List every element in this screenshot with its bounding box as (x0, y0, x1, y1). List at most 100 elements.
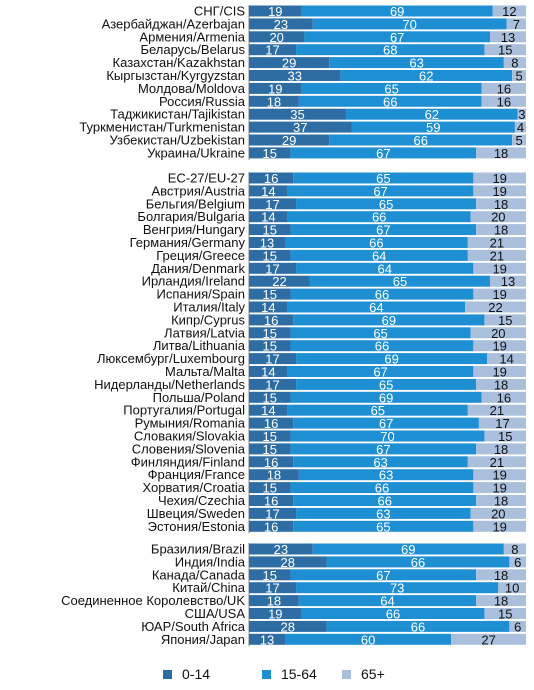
bar-canada-0-14 (249, 569, 291, 581)
bar-finland-0-14 (249, 456, 294, 468)
bar-belgium-65plus (476, 198, 526, 210)
bar-luxembourg-15-64 (296, 353, 488, 365)
row-label-armenia: Армения/Armenia (139, 29, 245, 44)
bar-usa-65plus-label: 15 (498, 607, 512, 622)
bar-uzbekistan-65plus (512, 134, 526, 146)
bar-malta-65plus-label: 19 (492, 365, 506, 380)
bar-india-65plus (509, 556, 526, 568)
bar-usa-15-64 (301, 608, 485, 619)
bar-ukraine-15-64 (290, 147, 477, 159)
bar-canada-15-64-label: 67 (376, 568, 390, 583)
bar-uzbekistan-0-14-label: 29 (282, 133, 296, 148)
bar-kazakhstan-65plus-label: 8 (511, 56, 518, 71)
row-label-kyrgyzstan: Кыргызстан/Kyrgyzstan (106, 68, 245, 83)
bar-row-slovakia: Словакия/Slovakia 15 70 15 (134, 429, 526, 444)
bar-romania-65plus-label: 17 (495, 416, 509, 431)
bar-sweden-65plus (470, 507, 526, 519)
bar-russia-15-64 (298, 95, 482, 107)
bar-uk-0-14 (249, 595, 299, 607)
bar-germany-15-64 (285, 237, 468, 248)
bar-china-15-64-label: 73 (390, 581, 404, 596)
bar-belgium-0-14-label: 17 (265, 197, 279, 212)
legend-swatch (163, 669, 172, 679)
bar-moldova-0-14-label: 19 (268, 81, 282, 96)
bar-france-15-64-label: 63 (379, 468, 393, 483)
bar-slovakia-15-64 (290, 430, 485, 442)
bar-row-austria: Австрия/Austria 14 67 19 (152, 183, 526, 199)
bar-kyrgyzstan-65plus-label: 5 (515, 69, 522, 84)
bar-brazil-15-64 (312, 543, 504, 555)
bar-spain-0-14 (249, 288, 291, 300)
bar-china-0-14-label: 17 (265, 581, 279, 596)
bar-malta-65plus (473, 366, 526, 377)
bar-cis-15-64-label: 69 (390, 4, 404, 19)
bar-romania-0-14-label: 16 (264, 416, 278, 431)
bar-bulgaria-15-64 (287, 211, 471, 223)
bar-croatia-15-64 (290, 482, 474, 494)
bar-slovenia-0-14-label: 15 (263, 442, 277, 457)
row-label-cyprus: Кипр/Cyprus (171, 312, 245, 327)
bar-row-ireland: Ирландия/Ireland 22 65 13 (142, 274, 526, 289)
row-label-india: Индия/India (175, 554, 246, 569)
bar-greece-65plus (467, 249, 526, 261)
row-label-brazil: Бразилия/Brazil (151, 542, 245, 557)
bar-czechia-15-64 (293, 495, 477, 506)
bar-malta-15-64-label: 67 (373, 365, 387, 380)
bar-row-portugal: Португалия/Portugal 14 65 21 (123, 403, 526, 418)
bar-slovenia-15-64 (290, 443, 477, 455)
bar-uk-0-14-label: 18 (267, 594, 281, 609)
bar-japan-0-14 (249, 633, 286, 645)
bar-greece-65plus-label: 21 (490, 248, 504, 263)
bar-china-15-64 (296, 582, 499, 594)
bar-row-belarus: Беларусь/Belarus 17 68 15 (140, 42, 526, 58)
bar-row-usa: США/USA 19 66 15 (185, 606, 526, 622)
bar-lithuania-0-14 (249, 340, 291, 352)
bar-kazakhstan-65plus (503, 57, 526, 69)
row-label-uzbekistan: Узбекистан/Uzbekistan (110, 133, 245, 148)
bar-denmark-0-14 (249, 262, 297, 274)
bar-slovenia-65plus-label: 18 (494, 442, 508, 457)
bar-netherlands-0-14-label: 17 (265, 377, 279, 392)
row-label-canada: Канада/Canada (152, 567, 246, 582)
bar-spain-15-64 (290, 288, 474, 300)
bar-eu-27-0-14 (249, 172, 294, 184)
bar-belarus-15-64-label: 68 (383, 43, 397, 58)
row-label-latvia: Латвия/Latvia (164, 325, 246, 340)
bar-italy-65plus (465, 301, 526, 313)
bar-ukraine-0-14-label: 15 (263, 146, 277, 161)
row-label-spain: Испания/Spain (157, 287, 245, 302)
bar-uzbekistan-15-64 (329, 134, 513, 146)
bar-azerbajan-15-64 (312, 18, 507, 30)
bar-luxembourg-0-14 (249, 353, 297, 365)
bar-slovenia-15-64-label: 67 (376, 442, 390, 457)
bar-kyrgyzstan-0-14-label: 33 (287, 69, 301, 84)
bar-sweden-15-64-label: 63 (376, 506, 390, 521)
bar-brazil-0-14 (249, 543, 313, 555)
bar-russia-0-14-label: 18 (267, 94, 281, 109)
bar-france-15-64 (298, 469, 474, 481)
bar-canada-65plus (476, 569, 526, 581)
bar-kyrgyzstan-15-64-label: 62 (419, 69, 433, 84)
row-label-sweden: Швеция/Sweden (147, 506, 245, 521)
bar-cyprus-0-14-label: 16 (264, 313, 278, 328)
row-label-russia: Россия/Russia (159, 94, 246, 109)
bar-azerbajan-65plus-label: 7 (513, 17, 520, 32)
bar-south-africa-0-14 (249, 620, 327, 632)
bar-row-france: Франция/France 18 63 19 (148, 467, 526, 483)
bar-malta-0-14 (249, 366, 288, 377)
row-label-kazakhstan: Казахстан/Kazakhstan (113, 55, 245, 70)
bar-cis-65plus-label: 12 (502, 4, 516, 19)
bar-hungary-65plus-label: 18 (494, 223, 508, 238)
bar-cyprus-65plus-label: 15 (498, 313, 512, 328)
row-label-luxembourg: Люксембург/Luxembourg (97, 351, 245, 366)
bar-france-65plus (473, 469, 526, 481)
row-label-uk: Соединенное Королевство/UK (61, 593, 245, 608)
bar-germany-15-64-label: 66 (369, 236, 383, 251)
bar-greece-0-14-label: 15 (263, 248, 277, 263)
bar-spain-0-14-label: 15 (263, 287, 277, 302)
bar-row-kazakhstan: Казахстан/Kazakhstan 29 63 8 (113, 55, 526, 71)
bar-kyrgyzstan-15-64 (340, 70, 513, 81)
bar-denmark-65plus (473, 262, 526, 274)
bar-russia-0-14 (249, 95, 299, 107)
bar-spain-65plus (473, 288, 526, 300)
